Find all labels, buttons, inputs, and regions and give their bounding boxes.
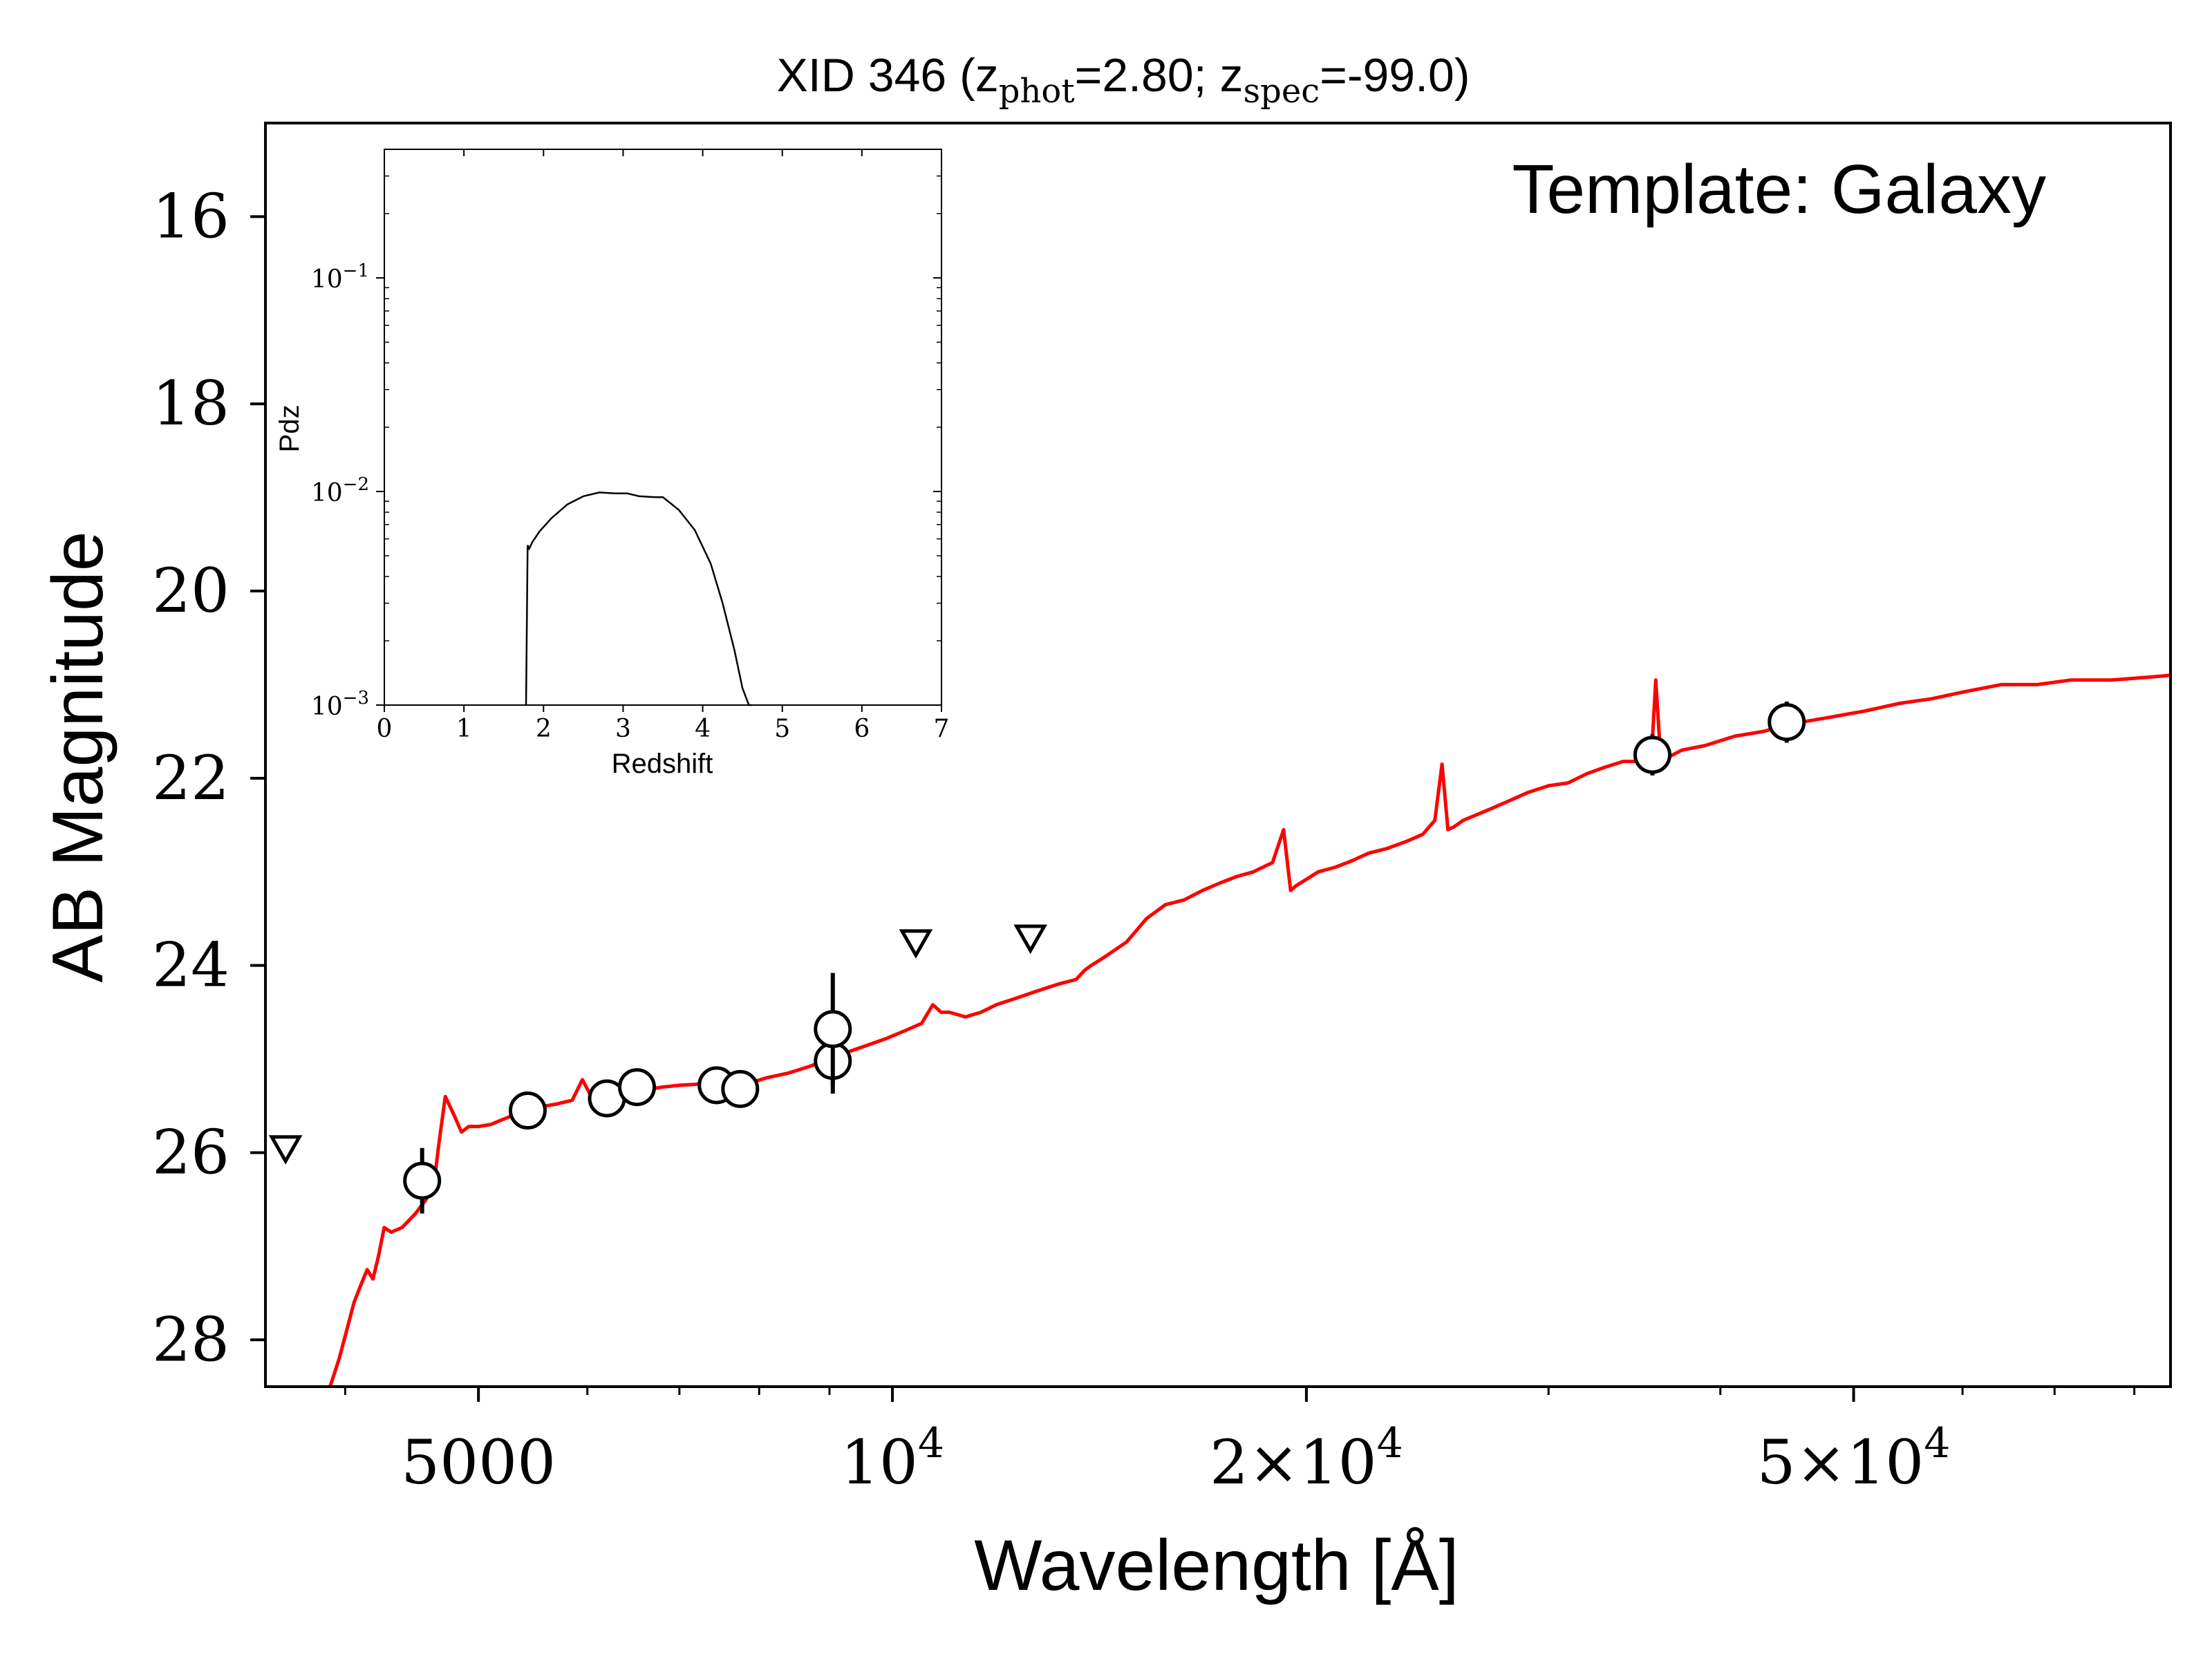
inset-x-tick-label: 7 xyxy=(934,715,950,743)
redshift-pdz-inset: 0 1 2 3 4 5 6 7 10−1 10−2 10−3 xyxy=(311,149,950,743)
x-tick-label: 104 xyxy=(841,1419,944,1498)
y-tick-label: 22 xyxy=(152,742,229,814)
template-annotation: Template: Galaxy xyxy=(1512,151,2046,228)
chart-title: XID 346 (zphot=2.80; zspec=-99.0) xyxy=(777,49,1470,111)
y-tick-label: 16 xyxy=(152,180,229,252)
y-tick-label: 18 xyxy=(152,368,229,439)
inset-x-axis-title: Redshift xyxy=(612,749,713,779)
main-plot-frame xyxy=(264,122,2172,1388)
photometry-point xyxy=(814,1010,852,1049)
x-axis-title: Wavelength [Å] xyxy=(974,1526,1459,1606)
y-tick-label: 28 xyxy=(152,1304,229,1375)
y-tick-label: 20 xyxy=(152,555,229,626)
inset-ticks: 0 1 2 3 4 5 6 7 10−1 10−2 10−3 xyxy=(311,149,950,743)
inset-x-tick-label: 0 xyxy=(377,715,393,743)
inset-x-tick-label: 1 xyxy=(456,715,472,743)
inset-curve-layer xyxy=(525,491,752,706)
pdz-curve xyxy=(525,491,752,706)
photometry-point xyxy=(721,1069,760,1108)
photometry-point xyxy=(617,1068,656,1107)
inset-x-tick-label: 6 xyxy=(854,715,870,743)
inset-frame xyxy=(384,149,942,706)
y-axis-title: AB Magnitude xyxy=(38,531,118,982)
upper-limit-marker xyxy=(268,1135,303,1165)
inset-background xyxy=(384,149,941,705)
photometry-point xyxy=(1633,735,1671,774)
photometry-point xyxy=(403,1161,442,1200)
points-layer xyxy=(268,701,1806,1214)
upper-limit-marker xyxy=(1013,924,1048,955)
photometry-point xyxy=(508,1091,547,1130)
inset-x-tick-label: 4 xyxy=(695,715,711,743)
inset-x-tick-label: 5 xyxy=(774,715,790,743)
x-tick-label: 5000 xyxy=(401,1427,556,1498)
x-tick-label: 2×104 xyxy=(1210,1419,1403,1498)
inset-y-axis-title: Pdz xyxy=(274,405,305,453)
inset-x-tick-label: 2 xyxy=(536,715,552,743)
inset-x-tick-label: 3 xyxy=(615,715,631,743)
inset-y-tick-label: 10−1 xyxy=(311,261,369,294)
inset-y-tick-label: 10−2 xyxy=(311,474,369,507)
y-tick-label: 26 xyxy=(152,1116,229,1188)
photometry-point xyxy=(1768,703,1806,742)
x-tick-label: 5×104 xyxy=(1757,1419,1951,1498)
inset-y-tick-label: 10−3 xyxy=(311,688,369,721)
upper-limit-marker xyxy=(899,929,933,959)
y-tick-label: 24 xyxy=(152,930,229,1001)
